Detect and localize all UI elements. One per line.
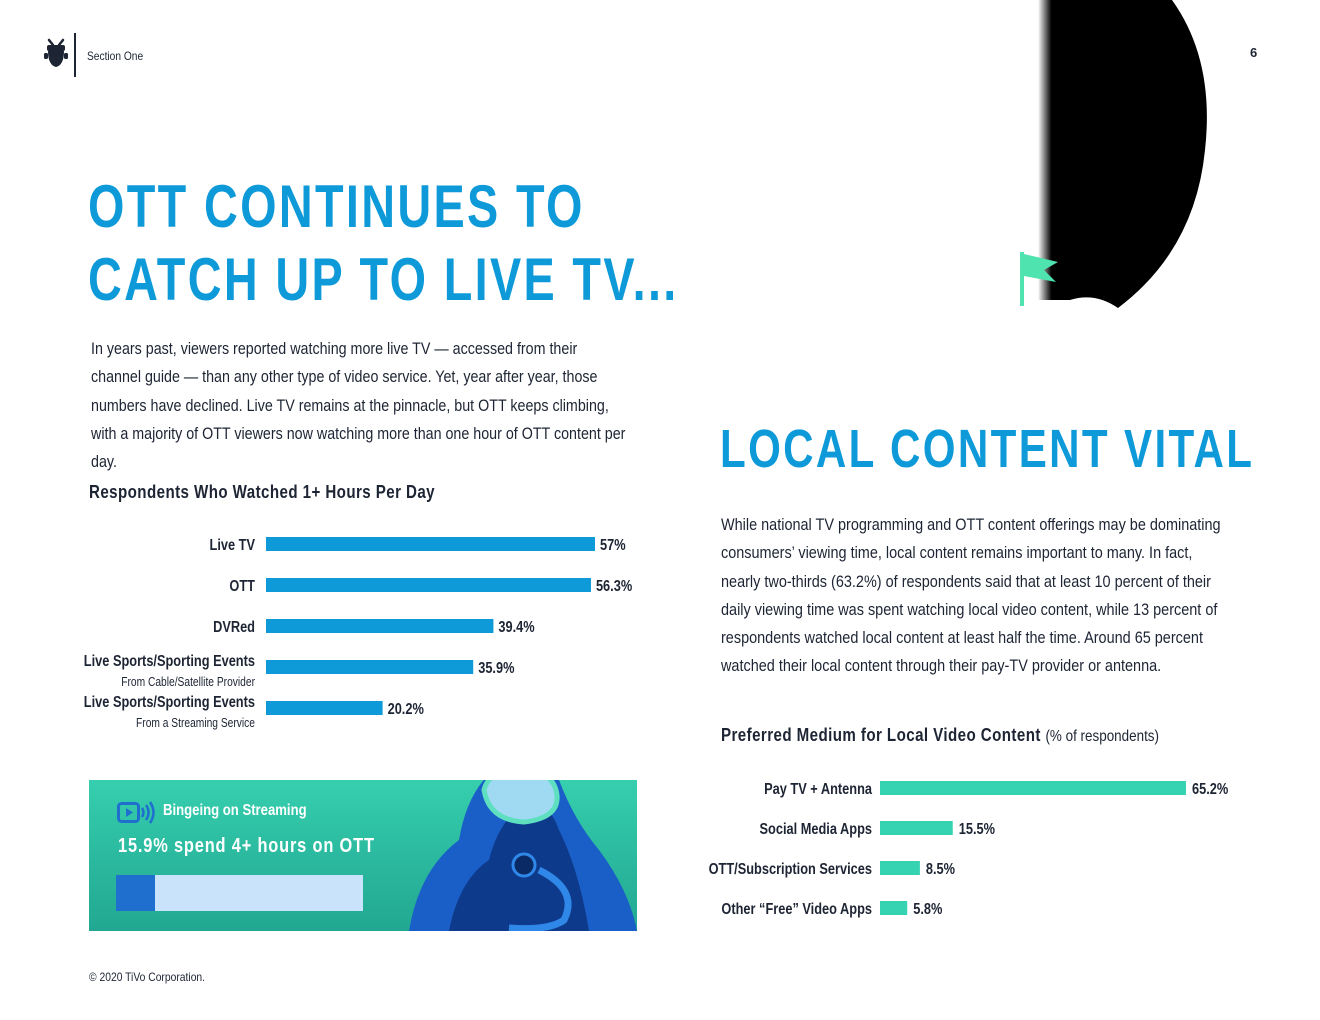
value-label-1: 15.5% [959,821,995,839]
category-label-4: Live Sports/Sporting Events [84,694,255,712]
category-sublabel-3: From Cable/Satellite Provider [121,676,255,689]
category-sublabel-4: From a Streaming Service [136,717,255,730]
chart-preferred-medium: Pay TV + Antenna 65.2% Social Media Apps 15… [709,781,1229,919]
value-label-0: 57% [600,537,626,555]
diver-illustration [409,780,637,931]
bar-2 [880,861,920,875]
page-title-line-1: OTT CONTINUES TO [88,173,585,240]
bar-3 [266,660,474,674]
value-label-2: 8.5% [926,861,955,879]
chart-2-title-text: Preferred Medium for Local Video Content [721,725,1041,745]
bar-0 [266,537,595,551]
category-label-1: Social Media Apps [760,821,872,839]
chart-2-title: Preferred Medium for Local Video Content… [721,725,1159,746]
section-title-local-content: LOCAL CONTENT VITAL [720,419,1255,479]
category-label-2: OTT/Subscription Services [709,861,872,879]
callout-progress-fill [116,875,156,911]
callout-stat: 15.9% spend 4+ hours on OTT [118,835,375,857]
value-label-1: 56.3% [596,578,632,596]
category-label-1: OTT [229,578,255,596]
value-label-2: 39.4% [498,619,534,637]
callout-heading: Bingeing on Streaming [163,802,307,819]
intro-paragraph: In years past, viewers reported watching… [91,339,626,472]
bar-2 [266,619,494,633]
copyright-footer: © 2020 TiVo Corporation. [89,970,206,984]
category-label-3: Other “Free” Video Apps [721,901,872,919]
bar-1 [266,578,591,592]
bar-0 [880,781,1186,795]
page-number: 6 [1250,45,1258,60]
streaming-icon [117,801,155,824]
chart-hours-per-day: Live TV 57% OTT 56.3% DVRed 39.4% Live Sports/… [84,537,633,731]
chart-1-title: Respondents Who Watched 1+ Hours Per Day [89,482,436,502]
callout-progress-track [116,875,363,911]
section-label: Section One [87,49,144,63]
bar-4 [266,701,383,715]
value-label-3: 35.9% [478,660,514,678]
bar-3 [880,901,908,915]
flag-planet-illustration [1020,0,1207,308]
category-label-0: Pay TV + Antenna [764,781,873,799]
category-label-2: DVRed [213,619,255,637]
category-label-0: Live TV [210,537,256,555]
chart-2-title-unit: (% of respondents) [1045,728,1160,745]
value-label-0: 65.2% [1192,781,1228,799]
category-label-3: Live Sports/Sporting Events [84,653,255,671]
value-label-3: 5.8% [913,901,942,919]
local-content-paragraph: While national TV programming and OTT co… [721,515,1221,676]
value-label-4: 20.2% [388,701,424,719]
tivo-logo-icon [44,38,68,67]
header-divider [74,33,76,77]
bar-1 [880,821,953,835]
